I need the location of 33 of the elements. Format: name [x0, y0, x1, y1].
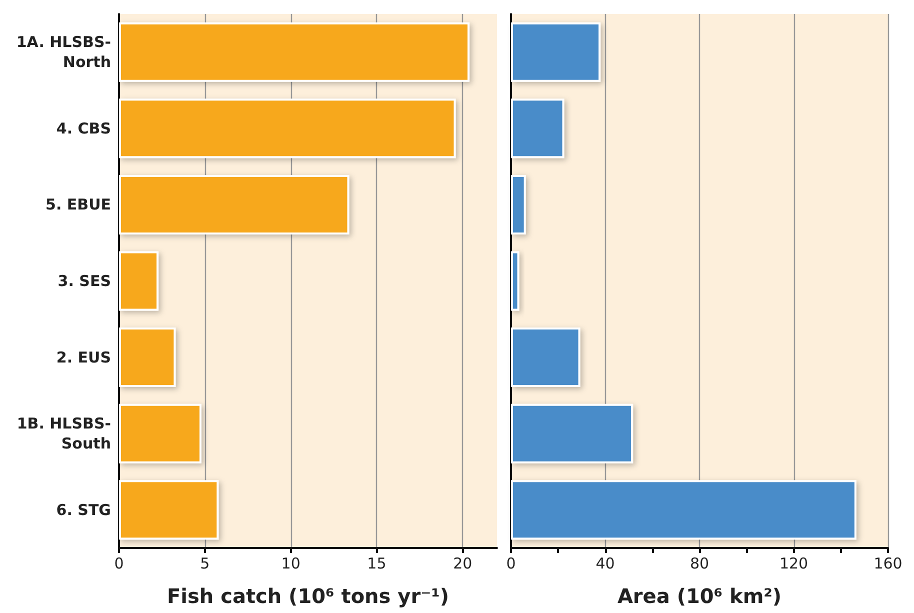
x-tick-label: 0	[506, 554, 516, 572]
bar	[119, 328, 176, 388]
x-tick-label: 20	[453, 554, 472, 572]
bar	[119, 22, 470, 82]
y-tick-label: 4. CBS	[56, 119, 111, 138]
x-axis-title: Fish catch (10⁶ tons yr⁻¹)	[166, 584, 450, 608]
bar	[511, 404, 634, 464]
bar	[511, 251, 520, 311]
y-tick-label: 1A. HLSBS-North	[16, 33, 111, 72]
y-tick-label: 5. EBUE	[46, 196, 111, 214]
bar	[511, 328, 580, 388]
bar	[119, 174, 350, 234]
x-tick-label: 0	[114, 554, 124, 572]
bar	[511, 480, 856, 540]
x-tick-label: 5	[200, 554, 210, 572]
x-tick-label: 160	[874, 554, 902, 572]
y-tick-label: 2. EUS	[56, 348, 111, 366]
bar	[119, 98, 456, 158]
bar	[119, 480, 219, 540]
bar	[511, 98, 564, 158]
bar	[119, 251, 159, 311]
y-tick-label: 1B. HLSBS-South	[16, 414, 111, 453]
bar	[511, 22, 601, 82]
x-tick-label: 120	[779, 554, 808, 572]
x-axis-title: Area (10⁶ km²)	[617, 584, 782, 608]
bar	[511, 174, 526, 234]
x-tick-label: 40	[596, 554, 615, 572]
x-tick-label: 10	[281, 554, 300, 572]
bar	[119, 404, 202, 464]
y-tick-label: 6. STG	[56, 500, 111, 519]
y-tick-label: 3. SES	[58, 272, 111, 290]
x-tick-label: 15	[367, 554, 386, 572]
x-tick-label: 80	[690, 554, 710, 572]
